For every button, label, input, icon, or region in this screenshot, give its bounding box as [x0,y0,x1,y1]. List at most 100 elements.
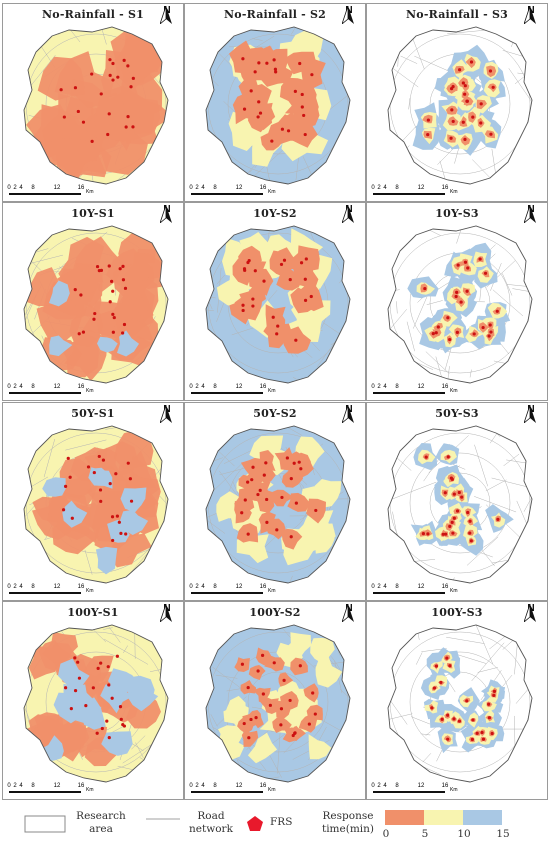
frs-marker [457,490,461,495]
scale-bar: 0 2 4 8 12 16 Km [189,185,289,199]
frs-marker [111,78,115,82]
map-canvas [23,624,169,783]
frs-marker [309,294,313,299]
frs-marker [455,509,460,513]
frs-marker [110,696,114,700]
scale-tick: 4 [383,384,387,390]
frs-marker [101,458,106,462]
scale-tick: 16 [441,584,449,590]
frs-marker [432,686,437,690]
panel-title: No-Rainfall - S2 [224,8,326,21]
frs-marker [90,72,94,76]
frs-marker [276,324,280,328]
frs-marker [99,92,103,96]
scale-unit: Km [450,588,458,594]
panel-title: 100Y-S3 [431,606,483,619]
frs-marker [471,718,475,722]
frs-marker [240,662,245,666]
frs-marker [108,58,112,62]
frs-marker [455,330,459,334]
frs-marker [111,312,115,316]
frs-marker [463,84,467,88]
north-arrow-icon: N [524,604,538,622]
scale-tick: 12 [417,384,425,390]
frs-marker [73,86,78,90]
frs-marker [441,532,445,536]
map-canvas [387,26,533,185]
frs-marker [443,491,447,495]
north-arrow-icon: N [342,205,356,223]
frs-marker [111,330,115,334]
scale-tick: 8 [213,185,217,191]
frs-marker [242,267,247,271]
frs-marker [256,669,260,673]
frs-marker [478,257,482,261]
frs-marker [110,279,114,283]
frs-marker [121,264,125,268]
frs-marker [86,465,91,469]
north-arrow-icon: N [160,6,174,24]
frs-marker [126,114,130,119]
frs-marker [426,532,430,536]
frs-marker [59,88,63,92]
research-area-boundary [23,26,169,185]
scale-tick: 12 [53,584,61,590]
frs-marker [264,461,268,465]
scale-tick: 16 [259,384,267,390]
frs-marker [275,528,279,532]
frs-marker [117,520,121,524]
frs-marker [460,495,464,499]
frs-marker [108,73,112,77]
scale-tick: 2 [377,185,381,191]
frs-marker [251,304,255,308]
frs-marker [62,115,66,119]
frs-marker [304,257,308,261]
research-area-label: Research area [76,810,126,835]
frs-marker [96,666,100,670]
frs-marker [63,484,68,488]
frs-marker [454,294,458,299]
frs-marker [492,693,496,697]
north-arrow-icon: N [342,405,356,423]
frs-marker [450,520,454,524]
frs-marker [97,269,101,273]
frs-marker [257,61,261,65]
frs-marker [126,461,130,465]
scale-tick: 4 [201,584,205,590]
frs-marker [444,532,448,536]
map-canvas [387,624,533,783]
north-arrow-icon: N [160,405,174,423]
frs-marker [452,717,456,721]
frs-marker [451,119,455,124]
research-area-boundary [387,624,533,783]
scale-tick: 12 [235,783,243,789]
frs-marker [488,323,492,327]
frs-marker [249,89,253,93]
frs-marker [100,726,104,731]
frs-marker [258,111,263,115]
frs-marker [481,325,485,330]
frs-marker [70,516,74,520]
frs-marker [99,661,103,665]
frs-marker [286,129,291,133]
scale-tick: 4 [201,783,205,789]
map-canvas [205,624,351,783]
frs-marker [449,87,454,91]
frs-marker [241,303,245,307]
scale-tick: 2 [13,783,17,789]
frs-marker [492,689,497,693]
scale-bar: 0 2 4 8 12 16 Km [7,185,107,199]
frs-marker [92,317,96,321]
frs-marker [426,118,430,122]
frs-marker [458,68,462,72]
scale-unit: Km [268,588,276,594]
scale-tick: 4 [383,185,387,191]
frs-marker [246,260,250,265]
scale-tick: 8 [31,783,35,789]
frs-marker [260,653,265,657]
frs-marker [99,499,103,503]
